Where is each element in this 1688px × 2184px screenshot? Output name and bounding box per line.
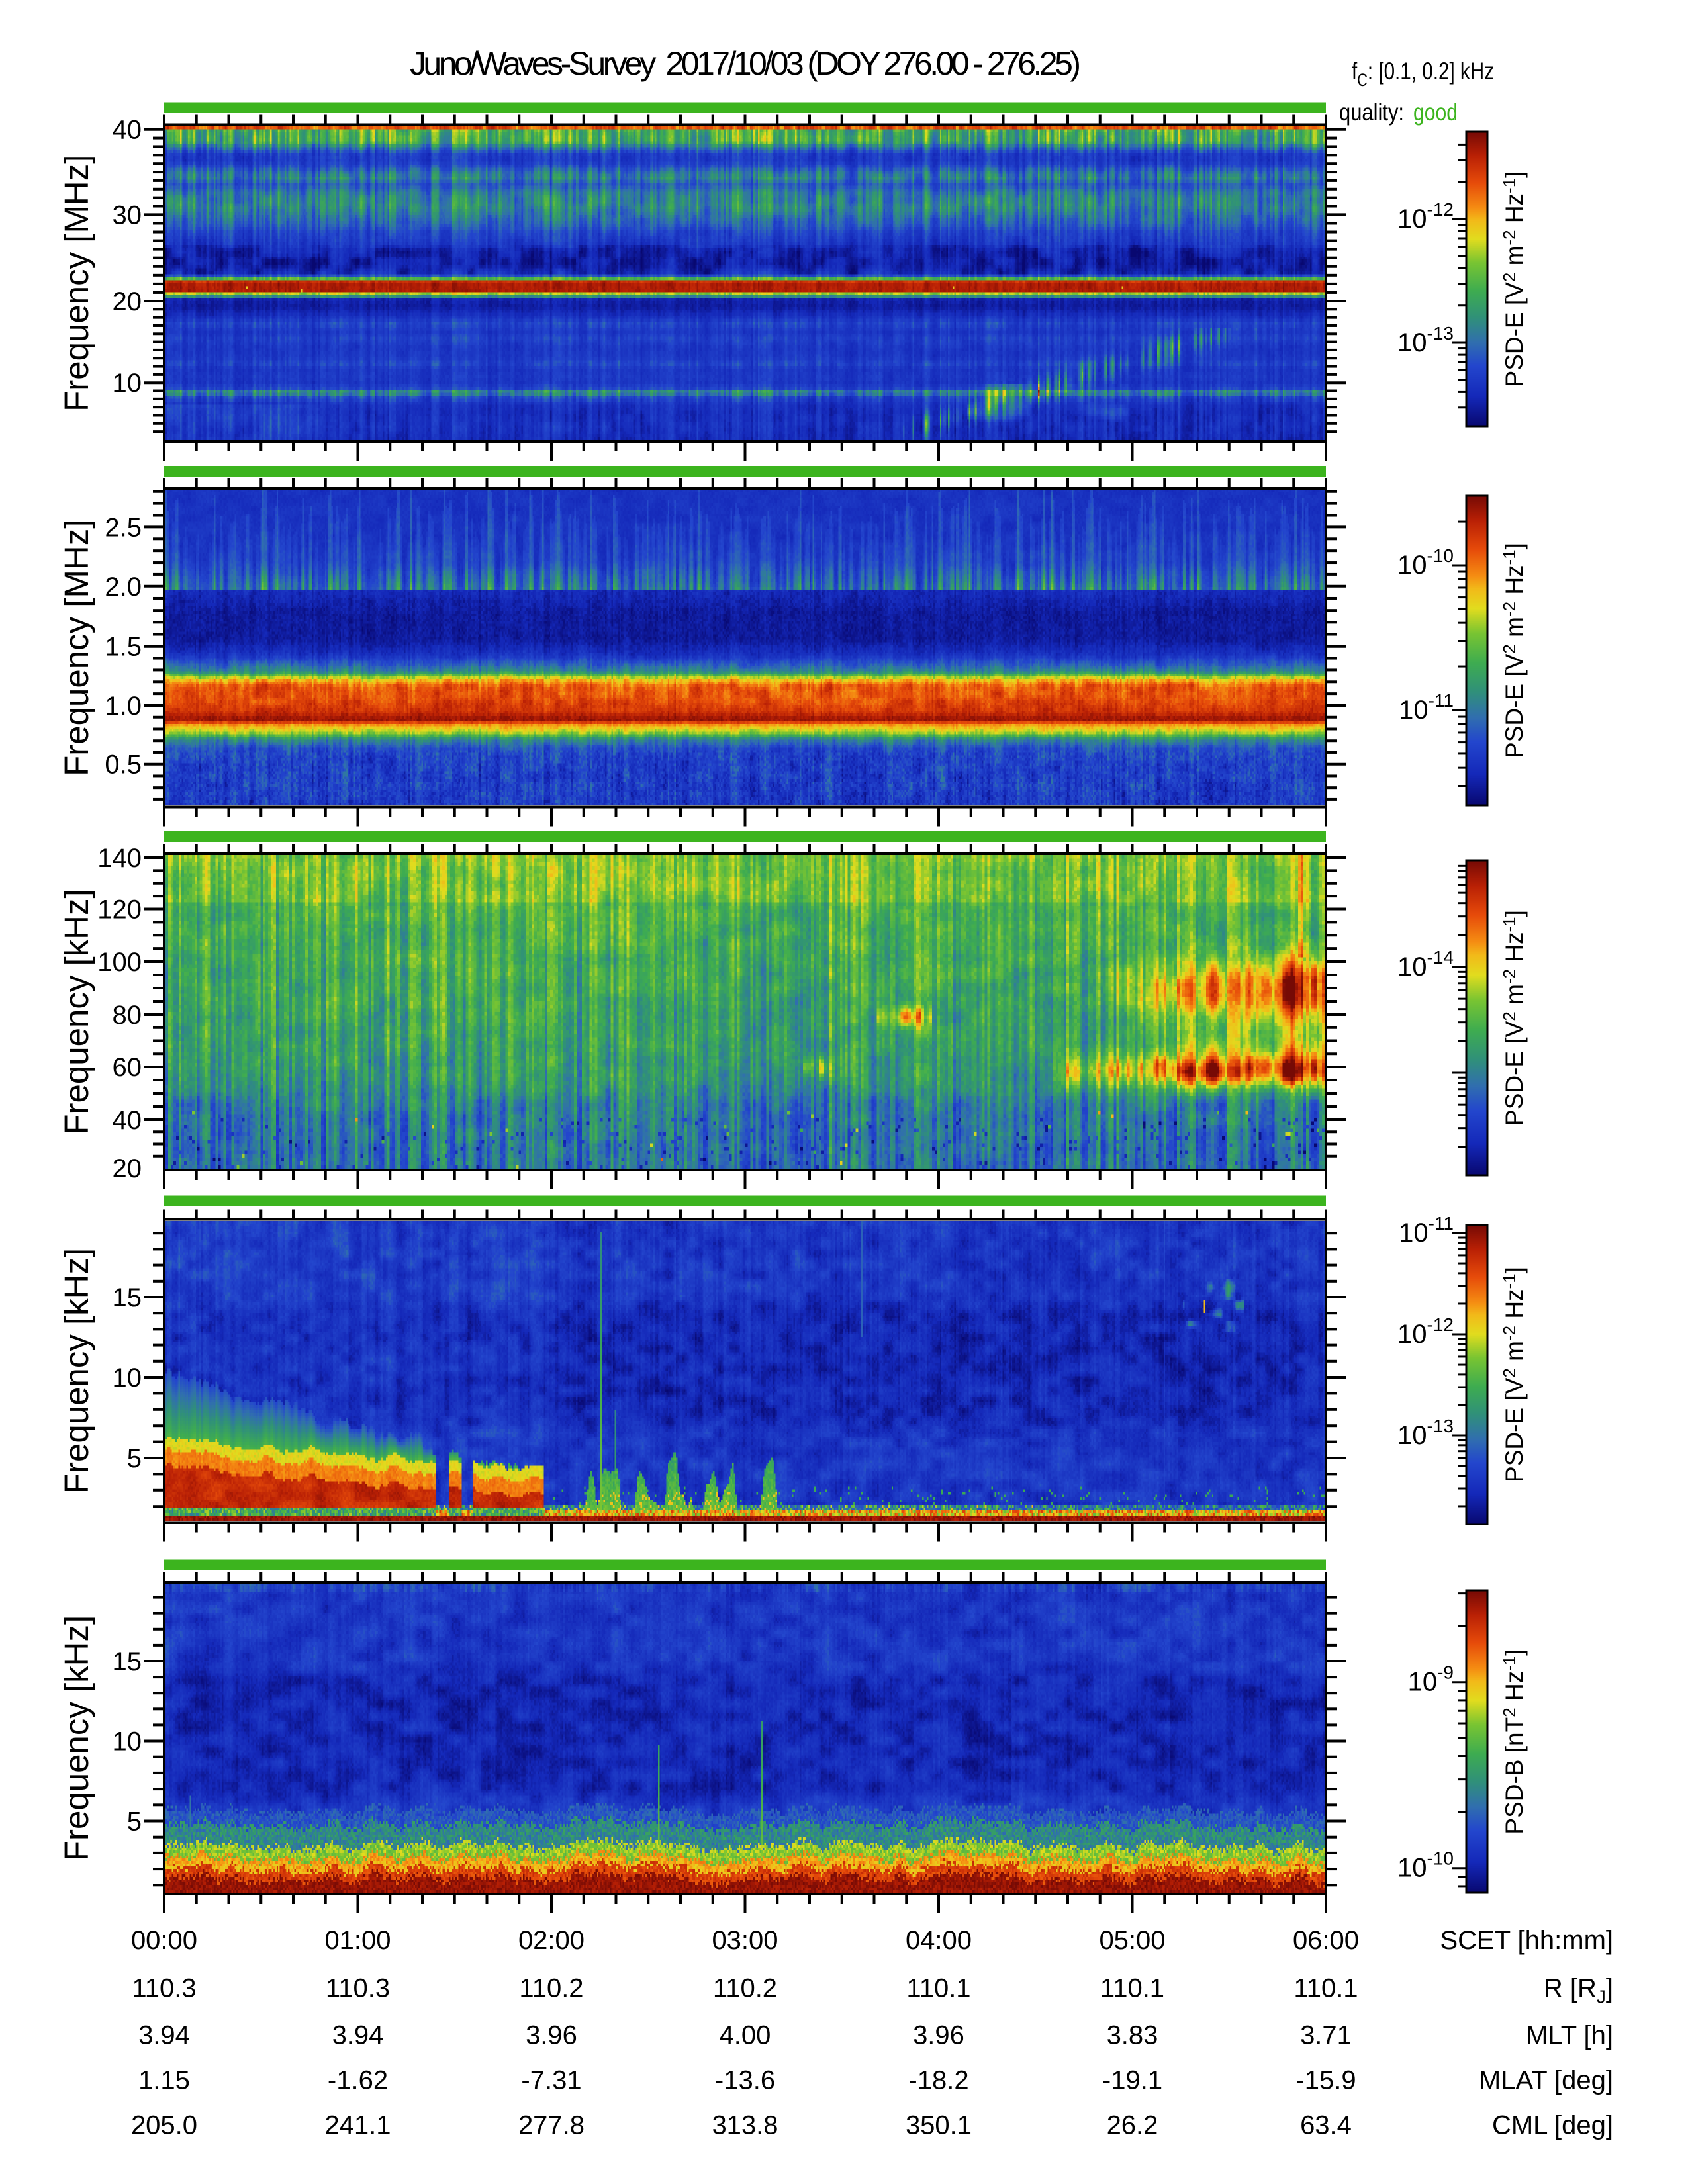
svg-text:10: 10 <box>113 1363 142 1392</box>
svg-text:-7.31: -7.31 <box>521 2066 581 2095</box>
svg-text:PSD-B [nT2 Hz-1]: PSD-B [nT2 Hz-1] <box>1499 1649 1528 1834</box>
svg-text:140: 140 <box>97 844 142 873</box>
svg-text:350.1: 350.1 <box>906 2111 972 2140</box>
svg-text:10-13: 10-13 <box>1397 1416 1454 1450</box>
svg-text:313.8: 313.8 <box>712 2111 778 2140</box>
svg-text:MLAT [deg]: MLAT [deg] <box>1479 2066 1613 2095</box>
svg-text:15: 15 <box>113 1647 142 1676</box>
svg-text:205.0: 205.0 <box>131 2111 197 2140</box>
svg-text:Frequency [MHz]: Frequency [MHz] <box>58 155 95 412</box>
svg-text:10-10: 10-10 <box>1397 1848 1454 1883</box>
svg-text:3.96: 3.96 <box>526 2021 577 2050</box>
svg-text:Frequency [kHz]: Frequency [kHz] <box>58 889 95 1134</box>
svg-text:PSD-E [V2 m-2 Hz-1]: PSD-E [V2 m-2 Hz-1] <box>1499 1267 1528 1482</box>
svg-text:10-9: 10-9 <box>1408 1662 1454 1697</box>
svg-text:-13.6: -13.6 <box>715 2066 775 2095</box>
svg-text:03:00: 03:00 <box>712 1926 778 1955</box>
svg-text:3.71: 3.71 <box>1300 2021 1352 2050</box>
svg-text:60: 60 <box>113 1053 142 1082</box>
svg-text:110.3: 110.3 <box>132 1974 196 2003</box>
svg-text:10-14: 10-14 <box>1397 947 1454 981</box>
svg-text:Juno/Waves-Survey 2017/10/03: Juno/Waves-Survey 2017/10/03 (DOY 276.00… <box>410 45 1081 82</box>
svg-text:10: 10 <box>113 1727 142 1756</box>
svg-text:PSD-E [V2 m-2 Hz-1]: PSD-E [V2 m-2 Hz-1] <box>1499 171 1528 387</box>
svg-text:110.1: 110.1 <box>906 1974 970 2003</box>
svg-text:30: 30 <box>113 201 142 230</box>
svg-text:quality:: quality: <box>1339 99 1404 126</box>
svg-text:40: 40 <box>113 1106 142 1135</box>
svg-text:R [RJ]: R [RJ] <box>1544 1974 1613 2007</box>
svg-text:10-11: 10-11 <box>1399 690 1454 725</box>
svg-text:3.96: 3.96 <box>913 2021 964 2050</box>
svg-text:110.1: 110.1 <box>1293 1974 1358 2003</box>
svg-text:10-11: 10-11 <box>1399 1213 1454 1248</box>
svg-text:-18.2: -18.2 <box>908 2066 968 2095</box>
svg-text:05:00: 05:00 <box>1099 1926 1165 1955</box>
svg-text:5: 5 <box>127 1807 142 1837</box>
svg-text:3.94: 3.94 <box>332 2021 384 2050</box>
svg-text:SCET [hh:mm]: SCET [hh:mm] <box>1440 1926 1613 1955</box>
svg-text:10-12: 10-12 <box>1397 1314 1454 1349</box>
svg-text:good: good <box>1413 99 1458 126</box>
svg-text:26.2: 26.2 <box>1107 2111 1158 2140</box>
svg-text:100: 100 <box>97 948 142 977</box>
svg-text:-15.9: -15.9 <box>1295 2066 1356 2095</box>
svg-text:fC: [0.1, 0.2] kHz: fC: [0.1, 0.2] kHz <box>1352 58 1494 90</box>
svg-text:-1.62: -1.62 <box>328 2066 388 2095</box>
svg-text:0.5: 0.5 <box>105 751 142 780</box>
svg-text:10-12: 10-12 <box>1397 199 1454 234</box>
svg-text:110.2: 110.2 <box>713 1974 777 2003</box>
svg-text:Frequency [kHz]: Frequency [kHz] <box>58 1248 95 1494</box>
svg-text:110.2: 110.2 <box>519 1974 583 2003</box>
svg-text:1.15: 1.15 <box>138 2066 190 2095</box>
svg-text:Frequency [MHz]: Frequency [MHz] <box>58 520 95 776</box>
svg-text:10-10: 10-10 <box>1397 545 1454 580</box>
svg-text:3.83: 3.83 <box>1107 2021 1158 2050</box>
svg-text:10: 10 <box>113 369 142 398</box>
svg-text:80: 80 <box>113 1001 142 1030</box>
svg-text:5: 5 <box>127 1444 142 1473</box>
svg-text:120: 120 <box>97 895 142 925</box>
svg-text:63.4: 63.4 <box>1300 2111 1352 2140</box>
svg-text:20: 20 <box>113 287 142 316</box>
svg-text:2.0: 2.0 <box>105 572 142 602</box>
svg-text:110.3: 110.3 <box>326 1974 390 2003</box>
svg-text:3.94: 3.94 <box>138 2021 190 2050</box>
svg-text:1.5: 1.5 <box>105 633 142 662</box>
svg-text:04:00: 04:00 <box>906 1926 972 1955</box>
svg-text:PSD-E [V2 m-2 Hz-1]: PSD-E [V2 m-2 Hz-1] <box>1499 910 1528 1126</box>
svg-text:20: 20 <box>113 1154 142 1183</box>
svg-text:40: 40 <box>113 116 142 145</box>
svg-text:10-13: 10-13 <box>1397 323 1454 357</box>
svg-text:Frequency [kHz]: Frequency [kHz] <box>58 1615 95 1861</box>
svg-text:00:00: 00:00 <box>131 1926 197 1955</box>
svg-text:1.0: 1.0 <box>105 692 142 721</box>
svg-text:02:00: 02:00 <box>518 1926 585 1955</box>
svg-text:01:00: 01:00 <box>324 1926 391 1955</box>
svg-text:241.1: 241.1 <box>324 2111 391 2140</box>
svg-text:4.00: 4.00 <box>720 2021 771 2050</box>
svg-text:MLT [h]: MLT [h] <box>1526 2021 1613 2050</box>
svg-text:06:00: 06:00 <box>1293 1926 1359 1955</box>
svg-text:110.1: 110.1 <box>1100 1974 1164 2003</box>
svg-text:PSD-E [V2 m-2 Hz-1]: PSD-E [V2 m-2 Hz-1] <box>1499 543 1528 758</box>
svg-text:15: 15 <box>113 1283 142 1312</box>
svg-text:2.5: 2.5 <box>105 513 142 542</box>
svg-text:CML [deg]: CML [deg] <box>1492 2111 1613 2140</box>
svg-text:-19.1: -19.1 <box>1102 2066 1162 2095</box>
svg-text:277.8: 277.8 <box>518 2111 585 2140</box>
